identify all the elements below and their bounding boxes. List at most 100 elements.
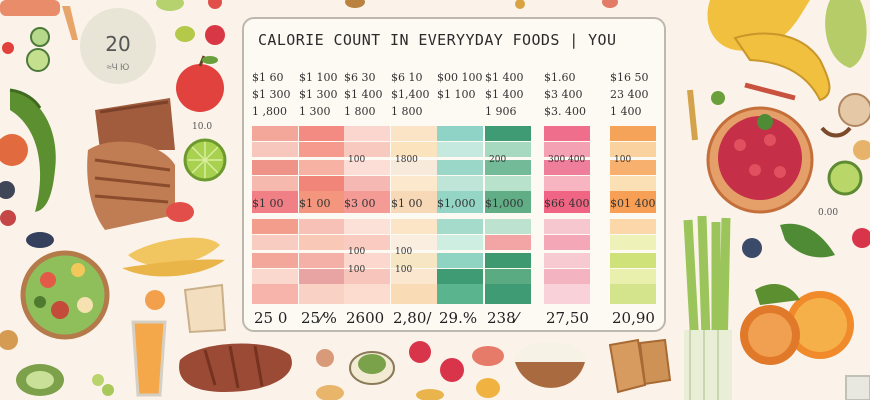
calorie-cell: [252, 142, 298, 157]
calorie-chart-panel: CALORIE COUNT IN EVERYYDAY FOODS | YOU $…: [242, 17, 666, 332]
column-total: 238⁄: [487, 309, 519, 327]
calorie-cell: [299, 191, 345, 213]
calorie-cell: [252, 253, 298, 268]
calorie-cell: [437, 284, 483, 304]
cell-value-label: 100: [348, 155, 366, 165]
side-label-right: 0.00: [818, 208, 839, 218]
cell-value-label: 100: [348, 265, 366, 275]
column-value-label: $1 300: [252, 88, 291, 101]
column-value-label: $3 400: [544, 88, 583, 101]
calorie-cell: [344, 142, 390, 157]
column-value-label: $1.60: [544, 71, 576, 84]
calorie-cell: [610, 191, 656, 213]
column-value-label: 1 ,800: [252, 105, 287, 118]
column-value-label: 1 400: [610, 105, 642, 118]
column-value-label: $1 100: [437, 88, 476, 101]
calorie-cell: [344, 253, 390, 268]
calorie-cell: [544, 126, 590, 141]
cell-value-label: 1800: [395, 155, 418, 165]
calorie-cell: [544, 235, 590, 250]
calorie-cell: [437, 176, 483, 191]
calorie-cell: [610, 253, 656, 268]
badge-number: 20: [105, 32, 131, 56]
calorie-cell: [391, 142, 437, 157]
cell-value-label: 200: [489, 155, 507, 165]
column-value-label: 1 906: [485, 105, 517, 118]
calorie-cell: [391, 219, 437, 234]
calorie-cell: [299, 235, 345, 250]
calorie-cell: [391, 253, 437, 268]
column-total: 29.%: [439, 309, 478, 327]
calorie-cell: [437, 126, 483, 141]
calorie-cell: [344, 191, 390, 213]
calorie-cell: [391, 160, 437, 175]
calorie-cell: [344, 284, 390, 304]
calorie-cell: [485, 253, 531, 268]
column-value-label: $1 400: [485, 88, 524, 101]
calorie-cell: [485, 142, 531, 157]
column-mid-label: $1 00: [391, 197, 423, 210]
badge-subtext: ≈Ч Ю: [106, 62, 130, 72]
calorie-cell: [344, 269, 390, 284]
column-total: 27,50: [546, 309, 589, 327]
calorie-cell: [252, 219, 298, 234]
calorie-cell: [252, 126, 298, 141]
column-value-label: 1 300: [299, 105, 331, 118]
calorie-cell: [344, 219, 390, 234]
calorie-cell: [299, 219, 345, 234]
calorie-cell: [391, 235, 437, 250]
cell-value-label: 100: [395, 247, 413, 257]
calorie-cell: [544, 142, 590, 157]
panel-title: CALORIE COUNT IN EVERYYDAY FOODS | YOU: [258, 31, 617, 49]
calorie-cell: [485, 284, 531, 304]
calorie-cell: [610, 269, 656, 284]
column-value-label: $00 100: [437, 71, 483, 84]
calorie-cell: [391, 269, 437, 284]
cell-value-label: 100: [348, 247, 366, 257]
calorie-cell: [544, 269, 590, 284]
calorie-cell: [344, 235, 390, 250]
column-value-label: $1 100: [299, 71, 338, 84]
calorie-cell: [544, 284, 590, 304]
column-mid-label: $1,000: [485, 197, 524, 210]
column-value-label: $1 60: [252, 71, 284, 84]
calorie-cell: [252, 284, 298, 304]
calorie-cell: [299, 176, 345, 191]
column-value-label: 1 800: [391, 105, 423, 118]
side-label-left: 10.0: [192, 122, 213, 132]
calorie-cell: [485, 269, 531, 284]
column-total: 25 0: [254, 309, 288, 327]
calorie-cell: [344, 126, 390, 141]
column-value-label: $1 400: [485, 71, 524, 84]
calorie-cell: [610, 284, 656, 304]
calorie-cell: [485, 160, 531, 175]
column-mid-label: $1,000: [437, 197, 476, 210]
calorie-cell: [252, 269, 298, 284]
calorie-cell: [299, 253, 345, 268]
column-total: 20,90: [612, 309, 655, 327]
calorie-cell: [544, 176, 590, 191]
calorie-cell: [485, 126, 531, 141]
calorie-cell: [299, 284, 345, 304]
calorie-cell: [252, 235, 298, 250]
column-mid-label: $1 00: [299, 197, 331, 210]
calorie-cell: [485, 219, 531, 234]
column-value-label: $6 30: [344, 71, 376, 84]
calorie-cell: [437, 253, 483, 268]
calorie-cell: [252, 160, 298, 175]
column-mid-label: $01 400: [610, 197, 656, 210]
column-value-label: $3. 400: [544, 105, 586, 118]
calorie-cell: [485, 176, 531, 191]
column-value-label: $16 50: [610, 71, 649, 84]
calorie-cell: [610, 235, 656, 250]
calorie-cell: [437, 269, 483, 284]
calorie-cell: [485, 235, 531, 250]
calorie-cell: [391, 191, 437, 213]
calorie-cell: [299, 160, 345, 175]
calorie-cell: [299, 269, 345, 284]
calorie-cell: [610, 126, 656, 141]
cell-value-label: 100: [614, 155, 632, 165]
calorie-cell: [544, 253, 590, 268]
calorie-cell: [485, 191, 531, 213]
